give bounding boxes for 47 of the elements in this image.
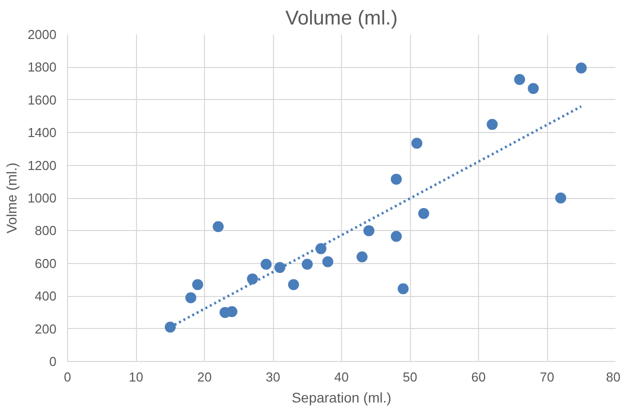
point [302,258,313,270]
point [226,306,238,318]
point [555,192,566,204]
point [288,279,300,290]
y-tick-label: 1800 [28,60,56,75]
y-tick-label: 600 [34,256,57,271]
x-tick-label: 70 [540,370,554,384]
point [390,174,402,185]
y-tick-label: 1000 [28,190,56,206]
x-tick-label: 30 [266,370,280,384]
y-tick-label: 400 [34,288,57,304]
point [486,118,498,130]
point [418,208,430,220]
x-axis-title: Separation (ml.) [292,390,392,406]
point [274,262,286,273]
y-tick-label: 1200 [28,158,56,173]
x-tick-label: 10 [128,370,144,384]
chart-title: Volume (ml.) [285,8,398,30]
y-tick-label: 1600 [28,92,56,108]
point [185,292,196,304]
point [398,283,409,294]
point [576,62,587,74]
point [315,243,326,254]
y-tick-label: 0 [49,354,57,369]
point [528,82,539,94]
x-tick-label: 40 [334,370,349,384]
point [322,256,334,268]
point [514,74,526,85]
point [192,279,204,290]
point [260,258,272,270]
x-tick-label: 0 [64,370,72,384]
y-tick-label: 2000 [28,27,56,42]
point [356,251,368,262]
point [411,138,422,149]
x-tick-label: 20 [197,370,212,384]
point [390,230,402,242]
point [363,225,374,236]
x-tick-label: 50 [402,370,418,384]
point [246,273,258,284]
x-tick-label: 60 [471,370,486,384]
point [212,221,224,232]
y-axis-title: Volme (ml.) [4,162,20,234]
point [164,322,176,333]
y-tick-label: 1400 [28,125,56,140]
x-tick-label: 80 [606,370,621,384]
y-tick-label: 800 [34,223,57,238]
y-tick-label: 200 [34,321,57,336]
